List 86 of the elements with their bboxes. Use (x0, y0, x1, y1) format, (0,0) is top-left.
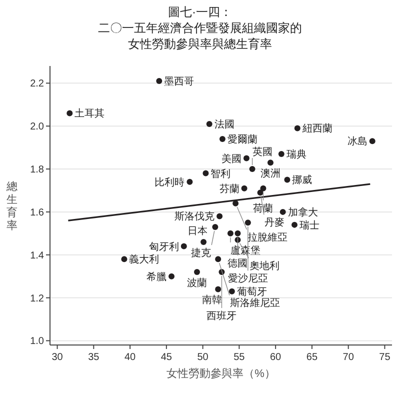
point (215, 256, 222, 262)
annotation: 葡萄牙 (236, 286, 267, 298)
point (168, 273, 175, 280)
annotation: 義大利 (129, 254, 160, 266)
x-tick-label: 30 (52, 352, 64, 363)
annotation: 智利 (210, 168, 231, 180)
y-tick-label: 1.8 (30, 164, 44, 176)
point (121, 256, 128, 262)
point (202, 170, 209, 176)
annotation: 比利時 (154, 176, 185, 188)
annotation: 斯洛伐克 (174, 210, 215, 223)
y-tick-label: 2.0 (30, 122, 44, 133)
x-tick-label: 70 (342, 352, 354, 363)
annotation: 愛爾蘭 (227, 133, 258, 146)
annotation: 芬蘭 (219, 182, 240, 195)
x-tick-label: 75 (379, 352, 391, 363)
x-tick-label: 45 (160, 352, 172, 363)
x-tick-label: 50 (197, 352, 209, 363)
annotation: 波蘭 (186, 277, 207, 290)
point (278, 150, 284, 157)
annotation: 墨西哥 (164, 76, 194, 88)
subtitle: 二〇一五年經濟合作暨發展組織國家的女性勞動參與率與總生育率 (98, 21, 302, 51)
point (216, 213, 223, 220)
annotation: 挪威 (292, 174, 312, 186)
annotation: 拉脫維亞 (248, 231, 288, 244)
y-tick-label: 1.6 (30, 207, 44, 218)
point (243, 155, 250, 162)
annotation: 澳洲 (260, 168, 280, 180)
point (260, 185, 266, 192)
annotation: 荷蘭 (253, 202, 274, 214)
point (369, 138, 376, 144)
annotation: 法國 (214, 118, 234, 130)
point (228, 288, 235, 294)
y-tick-label: 1.2 (30, 293, 44, 304)
annotation: 土耳其 (74, 108, 105, 120)
point (180, 243, 187, 250)
annotation: 捷克 (191, 246, 212, 259)
x-tick-label: 55 (234, 352, 246, 363)
annotation: 美國 (221, 152, 242, 165)
point (194, 269, 200, 276)
annotation: 希臘 (146, 270, 167, 283)
x-tick-label: 60 (270, 352, 282, 363)
annotation: 加拿大 (288, 206, 318, 218)
annotation: 南韓 (202, 294, 222, 306)
point (200, 238, 207, 245)
point (215, 286, 222, 292)
point (206, 120, 212, 127)
title: 圖七·一四： (168, 5, 232, 19)
annotation: 紐西蘭 (301, 122, 332, 135)
annotation: 愛沙尼亞 (228, 272, 268, 285)
annotation: 西班牙 (206, 310, 237, 322)
point (291, 222, 298, 228)
point (267, 160, 274, 166)
point (241, 185, 248, 192)
point (227, 230, 234, 236)
annotation: 斯洛維尼亞 (230, 297, 280, 310)
point (186, 178, 193, 185)
ylabel: 總生育率 (6, 181, 18, 232)
annotation: 德國 (228, 258, 248, 270)
y-tick-label: 1.4 (30, 250, 44, 262)
annotation: 奧地利 (250, 260, 280, 272)
point (257, 190, 264, 196)
point (232, 200, 239, 206)
y-tick-label: 2.2 (30, 78, 44, 90)
x-tick-label: 40 (124, 352, 136, 363)
point (212, 224, 218, 230)
annotation: 瑞典 (286, 148, 306, 160)
point (244, 220, 251, 226)
x-tick-label: 35 (88, 352, 100, 363)
point (249, 166, 256, 172)
xlabel: 女性勞動參與率（%） (166, 368, 276, 380)
point (280, 208, 286, 215)
annotation: 匈牙利 (148, 240, 179, 253)
annotation: 瑞士 (299, 219, 320, 232)
y-tick-label: 1.0 (30, 336, 44, 348)
x-tick-label: 65 (306, 352, 318, 363)
point (156, 78, 162, 84)
point (294, 125, 300, 132)
point (66, 110, 73, 116)
annotation: 日本 (188, 224, 208, 237)
annotation: 丹麥 (264, 216, 284, 229)
annotation: 冰島 (347, 136, 368, 148)
point (284, 176, 290, 183)
annotation: 英國 (252, 146, 272, 158)
point (234, 230, 241, 236)
point (219, 136, 226, 142)
